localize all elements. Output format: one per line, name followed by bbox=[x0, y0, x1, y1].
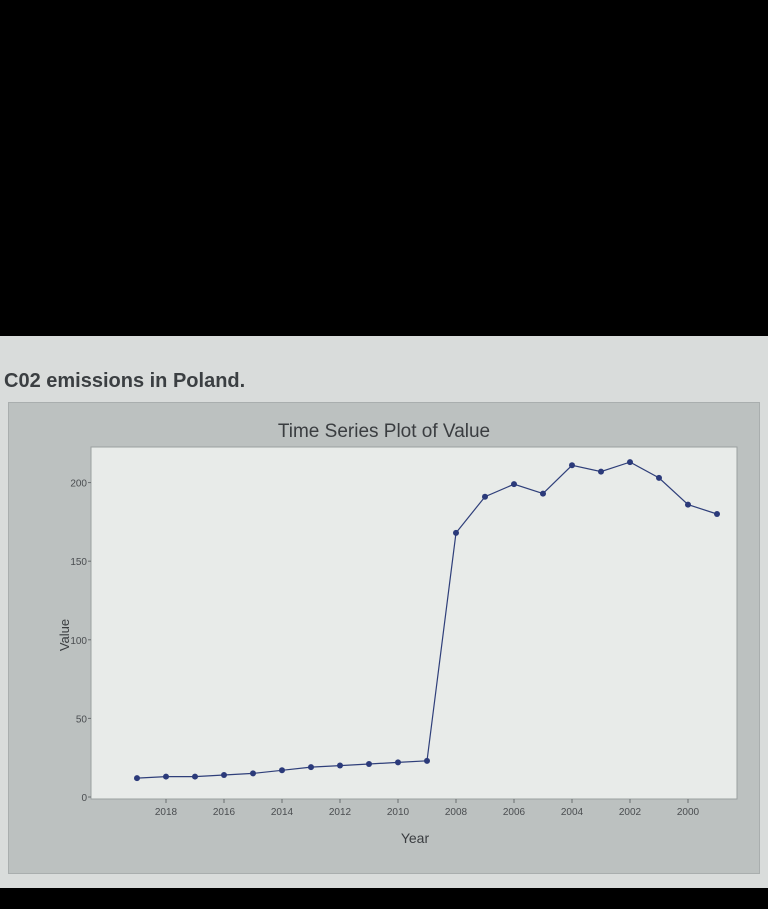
page-heading: C02 emissions in Poland. bbox=[4, 370, 246, 392]
chart-panel: Time Series Plot of Value Year Value 0 50… bbox=[8, 402, 760, 874]
monitor-screen: C02 emissions in Poland. Time Series Plo… bbox=[0, 336, 768, 888]
chart-title: Time Series Plot of Value bbox=[278, 421, 490, 442]
time-series-chart: Time Series Plot of Value Year Value 0 50… bbox=[57, 421, 738, 846]
series-markers bbox=[134, 459, 720, 782]
data-point bbox=[714, 511, 720, 518]
x-tick-label: 2000 bbox=[677, 807, 700, 818]
x-tick-label: 2008 bbox=[445, 807, 468, 818]
y-tick-label: 150 bbox=[70, 557, 87, 568]
data-point bbox=[337, 762, 343, 769]
y-tick-label: 100 bbox=[70, 636, 87, 647]
x-tick-label: 2002 bbox=[619, 807, 642, 818]
data-point bbox=[395, 759, 401, 766]
data-point bbox=[627, 459, 633, 466]
x-tick-label: 2016 bbox=[213, 807, 236, 818]
data-point bbox=[366, 760, 372, 767]
data-point bbox=[540, 490, 546, 497]
plot-area bbox=[90, 446, 738, 800]
y-axis-label: Value bbox=[57, 619, 72, 651]
data-point bbox=[163, 773, 169, 780]
data-point bbox=[424, 757, 430, 764]
data-point bbox=[279, 767, 285, 774]
data-point bbox=[482, 493, 488, 500]
y-tick-label: 0 bbox=[81, 793, 87, 804]
x-tick-label: 2010 bbox=[387, 807, 410, 818]
data-point bbox=[308, 764, 314, 771]
data-point bbox=[511, 481, 517, 488]
x-tick-label: 2006 bbox=[503, 807, 526, 818]
data-point bbox=[569, 462, 575, 469]
data-point bbox=[221, 771, 227, 778]
data-point bbox=[598, 468, 604, 475]
data-point bbox=[192, 773, 198, 780]
data-point bbox=[453, 529, 459, 536]
data-point bbox=[134, 775, 140, 782]
data-point bbox=[656, 474, 662, 481]
x-tick-label: 2018 bbox=[155, 807, 178, 818]
screen-bezel bbox=[0, 888, 768, 909]
data-point bbox=[685, 501, 691, 508]
x-tick-label: 2014 bbox=[271, 807, 294, 818]
data-point bbox=[250, 770, 256, 777]
x-tick-label: 2012 bbox=[329, 807, 352, 818]
x-axis-label: Year bbox=[401, 830, 430, 846]
x-tick-label: 2004 bbox=[561, 807, 584, 818]
y-tick-label: 200 bbox=[70, 479, 87, 490]
y-axis-ticks: 0 50 100 150 200 bbox=[70, 479, 91, 804]
y-tick-label: 50 bbox=[76, 714, 88, 725]
x-axis-ticks: 2018 2016 2014 2012 2010 2008 2006 2004 2002 2000 bbox=[155, 799, 700, 818]
